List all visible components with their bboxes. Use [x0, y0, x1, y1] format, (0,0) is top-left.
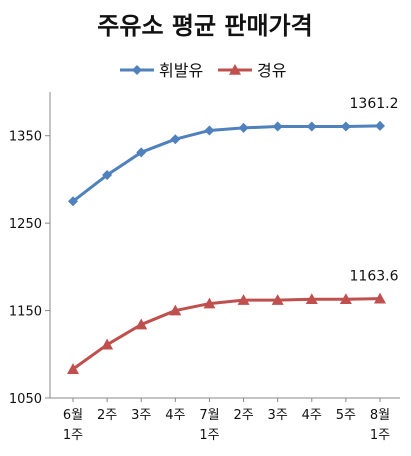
legend-label: 경유 — [257, 61, 286, 80]
x-tick-label: 4주 — [165, 408, 185, 423]
data-point — [204, 125, 215, 136]
x-tick-label: 2주 — [97, 408, 117, 423]
data-label: 1361.2 — [350, 96, 399, 112]
x-tick-label: 4주 — [302, 408, 322, 423]
data-point — [375, 120, 385, 131]
legend-label: 휘발유 — [159, 61, 203, 80]
data-point — [68, 196, 78, 207]
y-tick-label: 1050 — [9, 392, 42, 407]
chart-title: 주유소 평균 판매가격 — [97, 12, 312, 40]
legend-item: 경유 — [218, 61, 286, 80]
data-point — [305, 293, 318, 305]
legend-marker — [132, 65, 142, 75]
x-tick-label: 6월 1주 — [63, 408, 83, 443]
series-line — [72, 124, 381, 203]
legend-item: 휘발유 — [120, 61, 203, 80]
data-point — [203, 297, 216, 309]
legend: 휘발유 경유 — [120, 61, 286, 80]
data-point — [170, 134, 181, 145]
annotation-layer: 1361.2 1163.6 — [350, 96, 399, 285]
data-point — [136, 147, 147, 158]
y-tick-label: 1250 — [9, 217, 42, 232]
data-label: 1163.6 — [350, 269, 399, 285]
x-tick-label: 3주 — [131, 408, 151, 423]
y-tick-label: 1150 — [9, 305, 42, 320]
data-point — [272, 121, 283, 132]
data-point — [101, 338, 114, 350]
x-tick-label: 7월 1주 — [199, 408, 219, 443]
y-tick-label: 1350 — [9, 130, 42, 145]
data-point — [340, 121, 351, 132]
data-point — [135, 318, 148, 330]
x-tick-label: 3주 — [268, 408, 288, 423]
axes: 1050 1150 1250 1350 6월 1주 2주 3주 4주 7월 1주 2주 3주 4주 5주 8월… — [9, 92, 400, 443]
data-point — [67, 363, 79, 374]
legend-marker — [229, 64, 241, 75]
x-tick-label: 2주 — [233, 408, 253, 423]
data-point — [237, 294, 250, 305]
data-point — [374, 292, 386, 304]
data-point — [306, 121, 317, 132]
data-point — [169, 304, 182, 316]
series-2 — [67, 292, 386, 374]
series-layer — [67, 120, 386, 374]
data-point — [271, 294, 284, 305]
data-point — [339, 293, 352, 305]
data-point — [238, 122, 249, 133]
series-line — [72, 297, 381, 371]
series-1 — [68, 120, 385, 207]
data-point — [102, 170, 113, 181]
x-tick-label: 5주 — [336, 408, 356, 423]
x-tick-label: 8월 1주 — [370, 408, 390, 443]
